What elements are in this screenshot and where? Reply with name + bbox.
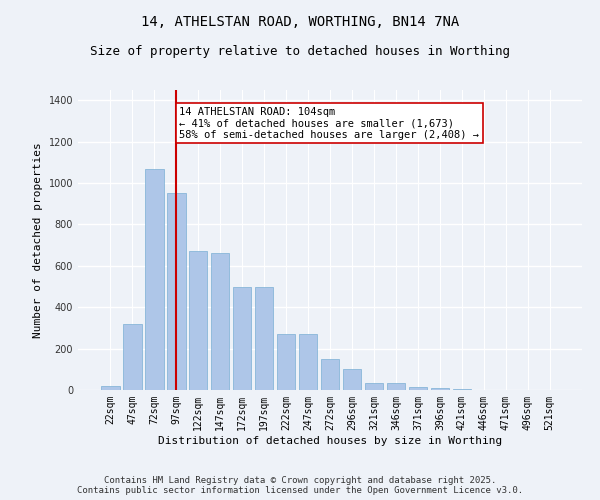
Bar [101,386,119,390]
Bar [431,388,449,390]
Bar [386,383,405,390]
Y-axis label: Number of detached properties: Number of detached properties [33,142,43,338]
Bar [343,370,361,390]
Bar [365,383,383,390]
Bar [211,254,229,390]
Text: 14, ATHELSTAN ROAD, WORTHING, BN14 7NA: 14, ATHELSTAN ROAD, WORTHING, BN14 7NA [141,15,459,29]
Bar [255,286,274,390]
Bar [233,286,251,390]
X-axis label: Distribution of detached houses by size in Worthing: Distribution of detached houses by size … [158,436,502,446]
Bar [167,194,185,390]
Text: Size of property relative to detached houses in Worthing: Size of property relative to detached ho… [90,45,510,58]
Bar [320,359,340,390]
Bar [277,334,295,390]
Text: 14 ATHELSTAN ROAD: 104sqm
← 41% of detached houses are smaller (1,673)
58% of se: 14 ATHELSTAN ROAD: 104sqm ← 41% of detac… [179,106,479,140]
Bar [299,334,317,390]
Bar [189,252,208,390]
Bar [452,389,471,390]
Bar [123,324,142,390]
Bar [409,387,427,390]
Bar [145,168,164,390]
Text: Contains HM Land Registry data © Crown copyright and database right 2025.
Contai: Contains HM Land Registry data © Crown c… [77,476,523,495]
